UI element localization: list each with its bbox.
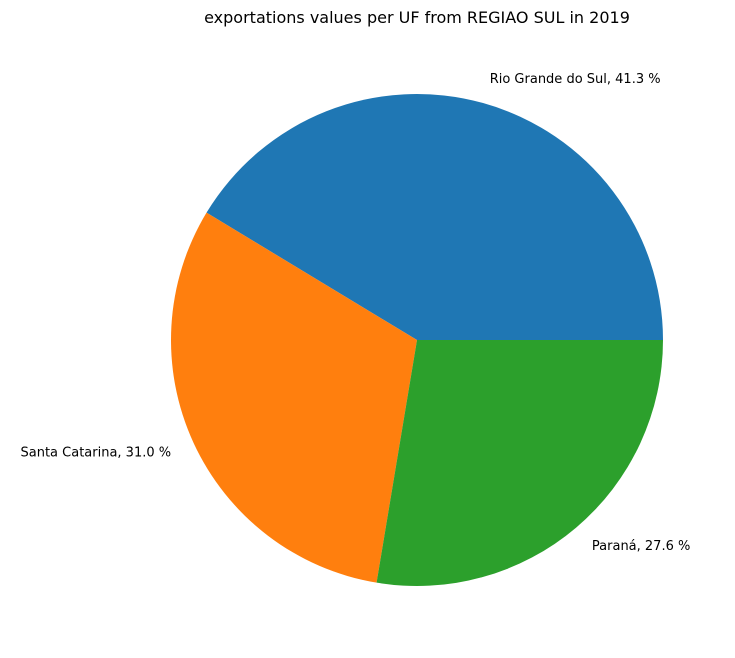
slice-label-santa-catarina: Santa Catarina, 31.0 % — [21, 446, 172, 461]
pie-slice-paran- — [376, 340, 663, 586]
pie-slices — [171, 94, 663, 586]
chart-title: exportations values per UF from REGIAO S… — [204, 8, 630, 27]
pie-slice-santa-catarina — [171, 212, 417, 583]
slice-labels: Rio Grande do Sul, 41.3 % Santa Catarina,… — [21, 72, 691, 554]
slice-label-paran-: Paraná, 27.6 % — [592, 539, 690, 554]
pie-slice-rio-grande-do-sul — [206, 94, 663, 340]
slice-label-rio-grande-do-sul: Rio Grande do Sul, 41.3 % — [490, 72, 661, 87]
